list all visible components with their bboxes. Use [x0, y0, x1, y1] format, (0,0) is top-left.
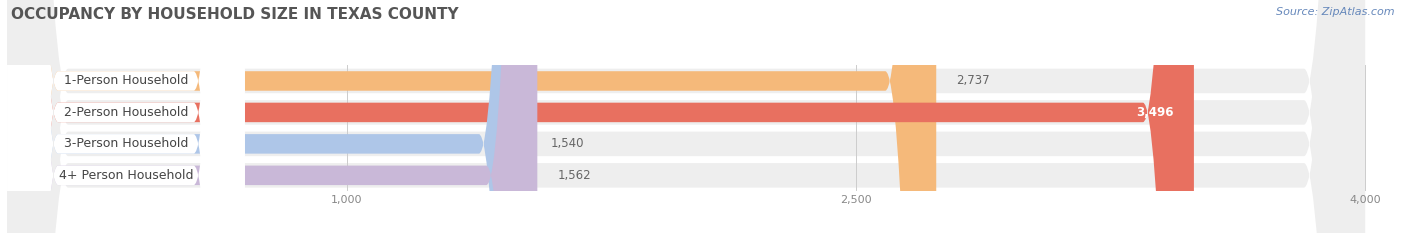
Text: 1,562: 1,562	[558, 169, 592, 182]
FancyBboxPatch shape	[7, 0, 245, 233]
FancyBboxPatch shape	[7, 0, 1365, 233]
Text: 2-Person Household: 2-Person Household	[63, 106, 188, 119]
FancyBboxPatch shape	[7, 0, 245, 233]
Text: OCCUPANCY BY HOUSEHOLD SIZE IN TEXAS COUNTY: OCCUPANCY BY HOUSEHOLD SIZE IN TEXAS COU…	[11, 7, 458, 22]
FancyBboxPatch shape	[7, 0, 1365, 233]
FancyBboxPatch shape	[7, 0, 245, 233]
Text: 3,496: 3,496	[1136, 106, 1174, 119]
FancyBboxPatch shape	[7, 0, 936, 233]
Text: 4+ Person Household: 4+ Person Household	[59, 169, 193, 182]
FancyBboxPatch shape	[7, 0, 1194, 233]
FancyBboxPatch shape	[7, 0, 1365, 233]
Text: 1,540: 1,540	[550, 137, 583, 150]
FancyBboxPatch shape	[7, 0, 245, 233]
FancyBboxPatch shape	[7, 0, 530, 233]
Text: 1-Person Household: 1-Person Household	[63, 75, 188, 87]
FancyBboxPatch shape	[7, 0, 537, 233]
FancyBboxPatch shape	[7, 0, 1365, 233]
Text: 3-Person Household: 3-Person Household	[63, 137, 188, 150]
Text: Source: ZipAtlas.com: Source: ZipAtlas.com	[1277, 7, 1395, 17]
Text: 2,737: 2,737	[956, 75, 990, 87]
